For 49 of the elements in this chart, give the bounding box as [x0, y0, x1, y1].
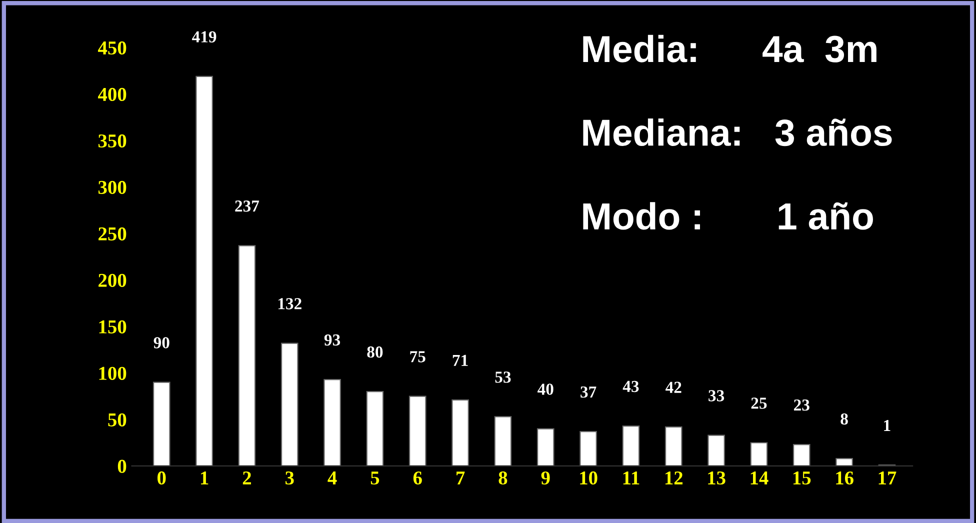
data-label: 23 [794, 399, 810, 411]
data-label: 90 [154, 337, 170, 348]
x-tick-label: 16 [836, 471, 854, 485]
data-label: 42 [666, 382, 682, 393]
x-tick-label: 2 [242, 471, 251, 484]
data-label: 132 [278, 298, 302, 310]
data-label: 33 [708, 390, 724, 402]
annotation: Modo : 1 año [583, 202, 873, 230]
y-tick-label: 200 [98, 274, 126, 287]
data-label: 53 [495, 372, 511, 383]
x-tick-label: 6 [413, 471, 422, 485]
y-tick-label: 100 [99, 366, 126, 380]
x-tick-label: 9 [541, 471, 550, 485]
x-tick-label: 10 [580, 471, 598, 485]
y-tick-label: 150 [99, 320, 126, 334]
data-label: 419 [192, 31, 216, 42]
x-tick-label: 4 [328, 472, 337, 484]
x-tick-label: 17 [878, 472, 896, 484]
data-label: 8 [840, 413, 848, 425]
data-label: 37 [580, 386, 596, 398]
y-tick-label: 0 [118, 460, 126, 473]
x-tick-label: 13 [708, 471, 726, 485]
x-tick-label: 7 [456, 472, 465, 484]
data-label: 1 [884, 420, 890, 431]
x-tick-label: 5 [370, 472, 380, 485]
data-label: 237 [235, 200, 260, 212]
x-tick-label: 0 [158, 471, 166, 485]
x-tick-label: 3 [286, 471, 294, 485]
data-label: 75 [410, 351, 426, 362]
x-tick-label: 1 [200, 472, 208, 484]
x-tick-label: 15 [793, 472, 811, 485]
data-label: 80 [367, 346, 383, 358]
y-tick-label: 350 [98, 134, 126, 148]
x-tick-label: 14 [750, 472, 768, 484]
data-label: 71 [452, 354, 468, 366]
y-tick-label: 400 [98, 88, 126, 102]
x-tick-label: 11 [623, 472, 640, 484]
data-label: 43 [622, 380, 639, 392]
annotation: Mediana: 3 años [583, 118, 892, 146]
x-tick-label: 12 [665, 471, 683, 484]
x-tick-label: 8 [498, 471, 508, 485]
y-tick-label: 50 [108, 413, 126, 426]
data-label: 25 [751, 398, 767, 409]
y-tick-label: 250 [98, 227, 126, 240]
data-label: 93 [324, 334, 340, 346]
data-label: 40 [538, 384, 554, 395]
y-tick-label: 300 [98, 180, 126, 194]
annotation: Media: 4a 3m [583, 34, 876, 62]
y-tick-label: 450 [98, 41, 126, 55]
